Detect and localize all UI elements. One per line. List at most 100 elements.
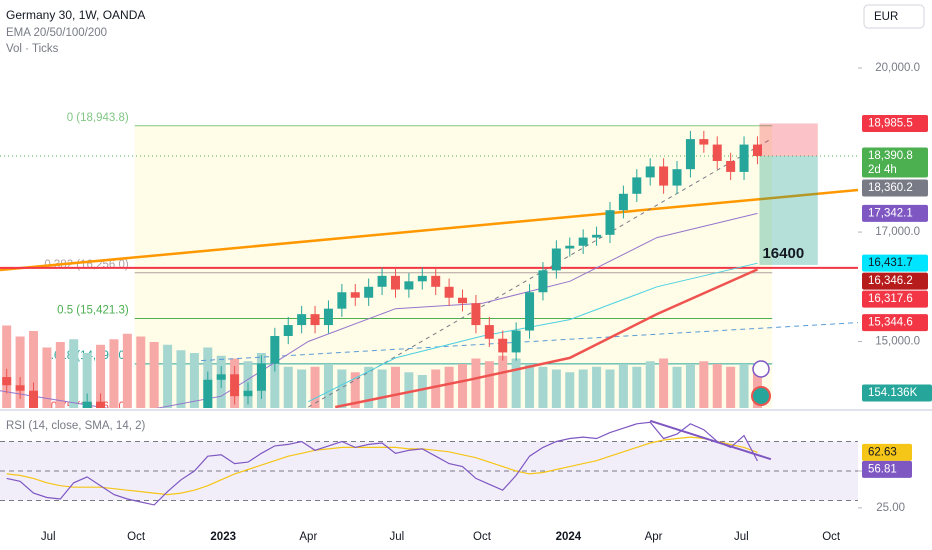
rsi-sma-label: 62.63 xyxy=(868,446,897,458)
candle-body xyxy=(29,390,39,408)
volume-bar xyxy=(551,369,561,408)
target-label: 16400 xyxy=(762,245,804,262)
candle-body xyxy=(216,374,226,380)
x-tick-label: 2023 xyxy=(210,531,236,543)
candle-body xyxy=(96,401,106,408)
volume-bar xyxy=(82,353,92,408)
volume-bar xyxy=(417,375,427,408)
price-label-bg xyxy=(862,179,928,197)
volume-bar xyxy=(525,364,535,408)
volume-bar xyxy=(498,355,508,408)
candle-body xyxy=(404,281,414,290)
candle-body xyxy=(82,401,92,408)
ema-legend: EMA 20/50/100/200 xyxy=(6,27,107,39)
volume-bar xyxy=(484,361,494,408)
volume-bar xyxy=(337,369,347,408)
candle-body xyxy=(297,314,307,326)
volume-bar xyxy=(699,361,709,408)
price-label: 18,360.2 xyxy=(868,182,913,194)
alert-icon[interactable] xyxy=(752,360,770,378)
volume-bar xyxy=(176,350,186,408)
volume-bar xyxy=(149,342,159,408)
candle-body xyxy=(726,160,736,172)
volume-bar xyxy=(163,344,173,408)
candle-body xyxy=(2,377,12,386)
volume-bar xyxy=(350,372,360,408)
price-label-bg xyxy=(862,204,928,222)
line-drawing xyxy=(334,268,759,408)
currency-label[interactable]: EUR xyxy=(874,11,898,23)
time-left: 2d 4h xyxy=(868,164,897,176)
price-label: 16,346.2 xyxy=(868,275,913,287)
volume-bar xyxy=(297,369,307,408)
line-drawing xyxy=(0,212,758,408)
symbol-title: Germany 30, 1W, OANDA xyxy=(6,8,145,22)
x-tick-label: Apr xyxy=(299,531,317,543)
candle-body xyxy=(511,330,521,353)
target-zone xyxy=(759,156,818,265)
volume-bar xyxy=(2,325,12,408)
volume-bar xyxy=(55,342,65,408)
volume-bar xyxy=(136,336,146,408)
candle-body xyxy=(337,292,347,309)
volume-bar xyxy=(565,372,575,408)
x-tick-label: Oct xyxy=(127,531,146,543)
candle-body xyxy=(15,385,25,391)
volume-bar xyxy=(42,347,52,408)
price-label-bg xyxy=(862,114,928,132)
price-label: 15,344.6 xyxy=(868,317,913,329)
volume-label-bg xyxy=(862,384,932,402)
rsi-sma-label-bg xyxy=(862,443,912,461)
volume-bar xyxy=(605,369,615,408)
currency-button[interactable] xyxy=(863,4,925,29)
volume-bar xyxy=(444,366,454,408)
volume-bar xyxy=(645,361,655,408)
volume-bar xyxy=(364,366,374,408)
volume-bar xyxy=(390,366,400,408)
price-label: 16,317.6 xyxy=(868,293,913,305)
volume-bar xyxy=(96,344,106,408)
volume-bar xyxy=(726,366,736,408)
candle-body xyxy=(685,139,695,170)
candle-body xyxy=(672,169,682,186)
event-icon[interactable] xyxy=(751,386,771,406)
candle-body xyxy=(605,210,615,235)
candle-body xyxy=(350,292,360,298)
fib-label: 0.5 (15,421.3) xyxy=(57,304,129,316)
y-tick-label: 17,000.0 xyxy=(875,226,920,238)
volume-bar xyxy=(323,364,333,408)
volume-bar xyxy=(122,333,132,408)
candle-body xyxy=(323,308,333,326)
candle-body xyxy=(417,275,427,282)
candle-body xyxy=(659,166,669,186)
candle-body xyxy=(203,379,213,408)
candle-body xyxy=(431,275,441,287)
candle-body xyxy=(538,270,548,293)
volume-bar xyxy=(659,358,669,408)
candle-body xyxy=(458,297,468,304)
rsi-line xyxy=(6,421,759,506)
candle-body xyxy=(484,325,494,339)
candle-body xyxy=(551,248,561,271)
line-drawing xyxy=(0,188,858,272)
x-tick-label: Oct xyxy=(473,531,492,543)
candle-body xyxy=(645,166,655,178)
volume-bar xyxy=(672,366,682,408)
price-label-bg xyxy=(862,147,928,178)
volume-bar xyxy=(15,336,25,408)
candle-body xyxy=(283,325,293,337)
rsi-tick-label: 25.00 xyxy=(876,502,905,514)
volume-bar xyxy=(739,364,749,408)
price-label-bg xyxy=(862,314,928,332)
volume-bar xyxy=(404,372,414,408)
candle-body xyxy=(592,234,602,238)
x-tick-label: 2024 xyxy=(556,531,582,543)
rsi-sma xyxy=(6,436,758,496)
volume-bar xyxy=(538,366,548,408)
price-label: 17,342.1 xyxy=(868,207,913,219)
candle-body xyxy=(377,275,387,287)
fib-label: 0 (18,943.8) xyxy=(67,112,129,124)
candle-body xyxy=(699,139,709,145)
candle-body xyxy=(752,144,762,157)
